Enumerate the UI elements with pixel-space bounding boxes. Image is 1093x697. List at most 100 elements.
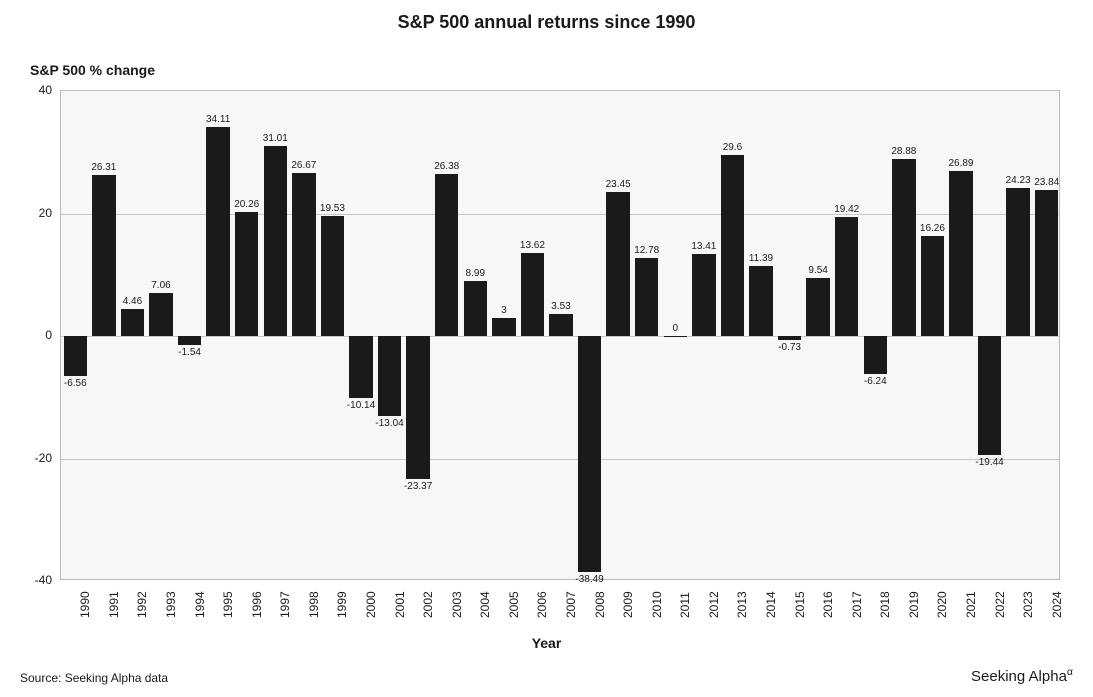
bar [578, 336, 601, 572]
bar [406, 336, 429, 479]
bar-value-label: 23.84 [1030, 177, 1063, 188]
x-tick-label: 1992 [135, 591, 149, 618]
bar [606, 192, 629, 336]
bar-value-label: 13.41 [688, 241, 721, 252]
bar [321, 216, 344, 336]
bar [206, 127, 229, 336]
bar [806, 278, 829, 336]
bar [664, 336, 687, 337]
x-tick-label: 2009 [621, 591, 635, 618]
x-tick-label: 2023 [1021, 591, 1035, 618]
x-tick-label: 2017 [850, 591, 864, 618]
x-tick-label: 1993 [164, 591, 178, 618]
bar [378, 336, 401, 416]
bar-value-label: 20.26 [230, 199, 263, 210]
x-tick-label: 1998 [307, 591, 321, 618]
x-tick-label: 2003 [450, 591, 464, 618]
x-tick-label: 2018 [878, 591, 892, 618]
bar-value-label: 8.99 [459, 268, 492, 279]
bar-value-label: 3 [488, 305, 521, 316]
x-tick-label: 1991 [107, 591, 121, 618]
bar-value-label: 19.53 [316, 203, 349, 214]
bar [92, 175, 115, 336]
bar [435, 174, 458, 336]
bar-value-label: -0.73 [773, 342, 806, 353]
y-tick-label: 20 [12, 206, 52, 220]
brand-text: Seeking Alpha [971, 668, 1067, 685]
bar [264, 146, 287, 336]
y-axis-label: S&P 500 % change [30, 62, 155, 78]
chart-container: S&P 500 annual returns since 1990 S&P 50… [0, 0, 1093, 697]
x-tick-label: 2014 [764, 591, 778, 618]
bar [892, 159, 915, 336]
bar-value-label: 28.88 [888, 146, 921, 157]
x-tick-label: 2024 [1050, 591, 1064, 618]
bar-value-label: -10.14 [345, 400, 378, 411]
gridline [61, 459, 1059, 460]
x-tick-label: 2021 [964, 591, 978, 618]
x-tick-label: 2019 [907, 591, 921, 618]
bar-value-label: -1.54 [173, 347, 206, 358]
x-axis-label: Year [0, 635, 1093, 651]
bar [292, 173, 315, 336]
brand-alpha-icon: α [1067, 666, 1073, 678]
x-tick-label: 2008 [593, 591, 607, 618]
bar-value-label: 31.01 [259, 133, 292, 144]
bar-value-label: -13.04 [373, 418, 406, 429]
x-tick-label: 2015 [793, 591, 807, 618]
bar [864, 336, 887, 374]
bar-value-label: 13.62 [516, 240, 549, 251]
bar [692, 254, 715, 336]
bar [778, 336, 801, 340]
x-tick-label: 1994 [193, 591, 207, 618]
bar [835, 217, 858, 336]
x-tick-label: 1990 [78, 591, 92, 618]
brand-label: Seeking Alphaα [971, 666, 1073, 685]
x-tick-label: 2016 [821, 591, 835, 618]
x-tick-label: 2006 [535, 591, 549, 618]
bar-value-label: -23.37 [402, 481, 435, 492]
x-tick-label: 2020 [935, 591, 949, 618]
bar-value-label: -6.24 [859, 376, 892, 387]
bar-value-label: 23.45 [602, 179, 635, 190]
bar [949, 171, 972, 336]
x-tick-label: 2002 [421, 591, 435, 618]
bar [492, 318, 515, 336]
source-text: Source: Seeking Alpha data [20, 671, 168, 685]
bar [921, 236, 944, 336]
bar [464, 281, 487, 336]
x-tick-label: 1996 [250, 591, 264, 618]
bar [149, 293, 172, 336]
x-tick-label: 1997 [278, 591, 292, 618]
bar [978, 336, 1001, 455]
bar-value-label: 12.78 [630, 245, 663, 256]
bar [721, 155, 744, 336]
x-tick-label: 2012 [707, 591, 721, 618]
bar-value-label: 29.6 [716, 142, 749, 153]
bar-value-label: 26.67 [288, 160, 321, 171]
y-tick-label: 0 [12, 328, 52, 342]
gridline [61, 336, 1059, 337]
y-tick-label: -40 [12, 573, 52, 587]
bar [749, 266, 772, 336]
bar [549, 314, 572, 336]
x-tick-label: 2005 [507, 591, 521, 618]
bar [121, 309, 144, 336]
chart-title: S&P 500 annual returns since 1990 [0, 12, 1093, 33]
bar [349, 336, 372, 398]
bar-value-label: 16.26 [916, 223, 949, 234]
plot-area: -6.5626.314.467.06-1.5434.1120.2631.0126… [60, 90, 1060, 580]
bar-value-label: 19.42 [830, 204, 863, 215]
bar [235, 212, 258, 336]
bar-value-label: -38.49 [573, 574, 606, 585]
bar-value-label: 26.89 [945, 158, 978, 169]
bar [178, 336, 201, 345]
x-tick-label: 2001 [393, 591, 407, 618]
bar-value-label: 9.54 [802, 265, 835, 276]
y-tick-label: -20 [12, 451, 52, 465]
x-tick-label: 2013 [735, 591, 749, 618]
bar-value-label: 26.38 [430, 161, 463, 172]
x-tick-label: 2010 [650, 591, 664, 618]
y-tick-label: 40 [12, 83, 52, 97]
bar-value-label: -6.56 [59, 378, 92, 389]
